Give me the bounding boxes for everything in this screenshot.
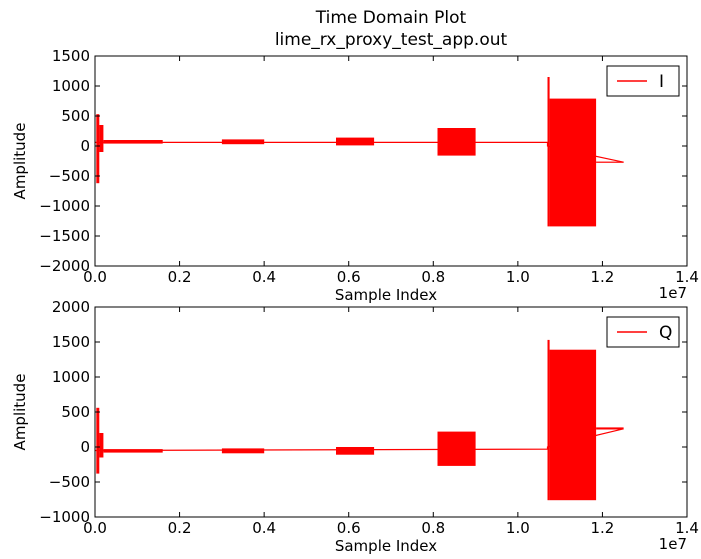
- x-tick-label: 0.0: [83, 268, 107, 286]
- x-tick-label: 0.6: [337, 519, 361, 537]
- y-tick-label: 1000: [52, 368, 90, 386]
- y-tick-label: 1000: [52, 77, 90, 95]
- y-tick-label: −2000: [39, 257, 90, 275]
- x-offset-label: 1e7: [659, 535, 687, 553]
- x-tick-label: 0.2: [168, 519, 192, 537]
- x-tick-label: 1.4: [675, 268, 699, 286]
- signal-burst: [549, 349, 597, 501]
- signal-burst: [596, 161, 624, 163]
- signal-burst: [437, 128, 476, 156]
- y-tick-label: −1500: [39, 227, 90, 245]
- signal-burst: [437, 431, 476, 466]
- series-i: [95, 77, 624, 227]
- legend: I: [606, 65, 680, 97]
- x-tick-label: 1.0: [506, 268, 530, 286]
- signal-burst: [336, 447, 375, 455]
- series-q: [94, 339, 624, 501]
- x-axis-label: Sample Index: [335, 537, 437, 555]
- signal-burst: [596, 427, 624, 430]
- y-tick-label: 1500: [52, 333, 90, 351]
- x-tick-label: 1.0: [506, 519, 530, 537]
- i-channel-plot: 0.0 0.2 0.4 0.6 0.8 1.0 1.2 1.4 −2000 −1500 −1000 −…: [11, 47, 699, 304]
- x-tick-label: 0.4: [252, 268, 276, 286]
- signal-burst: [547, 77, 550, 227]
- x-tick-label: 1.2: [590, 519, 614, 537]
- y-tick-label: −1000: [39, 197, 90, 215]
- plot-area: [95, 56, 687, 266]
- x-offset-label: 1e7: [659, 284, 687, 302]
- signal-burst: [336, 137, 375, 146]
- signal-burst: [103, 140, 163, 144]
- axes-frame: [94, 55, 688, 267]
- signal-burst: [96, 407, 100, 474]
- x-tick-label: 1.2: [590, 268, 614, 286]
- figure-title-line-2: lime_rx_proxy_test_app.out: [275, 30, 508, 50]
- signal-burst: [103, 449, 163, 453]
- y-tick-label: 500: [61, 403, 90, 421]
- signal-burst: [96, 114, 100, 184]
- x-tick-label: 0.2: [168, 268, 192, 286]
- signal-burst: [221, 448, 265, 454]
- legend-label: Q: [659, 323, 672, 343]
- x-axis-label: Sample Index: [335, 286, 437, 304]
- figure-title-line-1: Time Domain Plot: [315, 8, 467, 28]
- x-tick-label: 0.0: [83, 519, 107, 537]
- y-tick-label: −500: [49, 473, 90, 491]
- plot-area: [95, 307, 687, 517]
- legend: Q: [606, 316, 680, 348]
- x-tick-label: 0.8: [421, 519, 445, 537]
- legend-label: I: [659, 72, 664, 92]
- y-tick-label: 1500: [52, 47, 90, 65]
- q-channel-plot: 0.0 0.2 0.4 0.6 0.8 1.0 1.2 1.4 −1000 −500 0 500 100…: [11, 298, 699, 555]
- signal-burst: [221, 139, 265, 145]
- y-axis-label: Amplitude: [11, 123, 29, 200]
- x-tick-label: 1.4: [675, 519, 699, 537]
- signal-burst: [547, 339, 550, 501]
- y-tick-label: 0: [80, 438, 90, 456]
- y-tick-label: 2000: [52, 298, 90, 316]
- signal-burst: [99, 125, 104, 152]
- y-axis-label: Amplitude: [11, 374, 29, 451]
- signal-burst: [99, 433, 104, 458]
- y-tick-label: 500: [61, 107, 90, 125]
- y-tick-label: 0: [80, 137, 90, 155]
- y-tick-label: −1000: [39, 508, 90, 526]
- x-tick-label: 0.8: [421, 268, 445, 286]
- x-tick-label: 0.4: [252, 519, 276, 537]
- y-tick-label: −500: [49, 167, 90, 185]
- x-tick-label: 0.6: [337, 268, 361, 286]
- signal-burst: [549, 98, 597, 227]
